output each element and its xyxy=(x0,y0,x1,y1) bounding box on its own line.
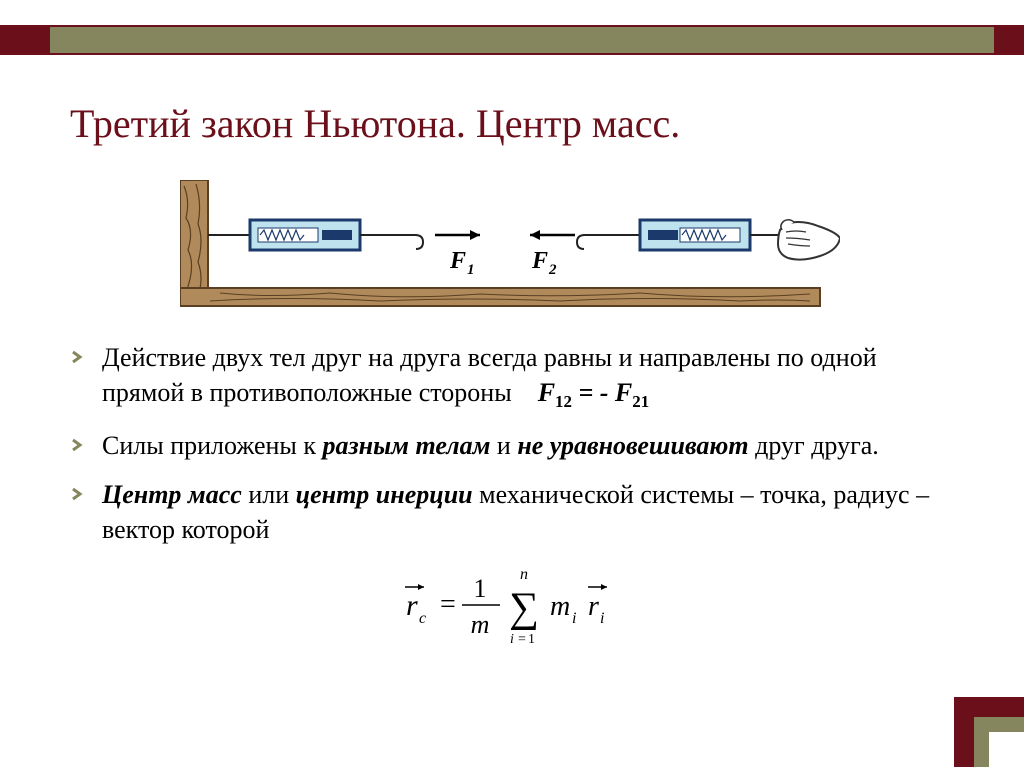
header-bar-right xyxy=(994,25,1024,55)
corner-decoration xyxy=(954,697,1024,767)
svg-text:n: n xyxy=(520,566,528,583)
svg-text:=: = xyxy=(518,632,526,647)
force-f2-arrow xyxy=(530,230,575,240)
svg-text:1: 1 xyxy=(474,574,487,603)
floor-icon xyxy=(180,288,820,306)
svg-text:∑: ∑ xyxy=(509,585,539,631)
header-bar xyxy=(0,25,1024,55)
chevron-right-icon xyxy=(70,428,102,452)
svg-text:r: r xyxy=(588,591,599,622)
svg-text:r: r xyxy=(406,589,418,622)
svg-text:m: m xyxy=(550,591,570,622)
center-of-mass-formula: r c = 1 m n ∑ i = 1 m i r xyxy=(70,561,954,656)
slide-title: Третий закон Ньютона. Центр масс. xyxy=(70,100,954,147)
f2-label: F xyxy=(531,248,548,274)
header-bar-left xyxy=(0,25,50,55)
force-f1-arrow xyxy=(435,230,480,240)
wall-icon xyxy=(180,180,208,300)
bullet-text: Действие двух тел друг на друга всегда р… xyxy=(102,340,954,414)
hand-icon xyxy=(778,220,840,260)
newton-third-law-diagram: F1 F2 xyxy=(180,180,840,310)
svg-text:i: i xyxy=(600,610,604,627)
svg-text:c: c xyxy=(419,610,426,627)
list-item: Силы приложены к разным телам и не уравн… xyxy=(70,428,954,463)
bullet-text: Силы приложены к разным телам и не уравн… xyxy=(102,428,954,463)
bullet-text: Центр масс или центр инерции механическо… xyxy=(102,477,954,547)
chevron-right-icon xyxy=(70,477,102,501)
svg-text:=: = xyxy=(440,589,456,620)
svg-text:i: i xyxy=(510,632,514,647)
chevron-right-icon xyxy=(70,340,102,364)
bullet-list: Действие двух тел друг на друга всегда р… xyxy=(70,340,954,656)
svg-text:F2: F2 xyxy=(531,248,557,278)
svg-text:F1: F1 xyxy=(449,248,475,278)
left-dynamometer-icon xyxy=(250,220,360,250)
f1-label: F xyxy=(449,248,466,274)
svg-text:1: 1 xyxy=(528,632,535,647)
right-dynamometer-icon xyxy=(640,220,750,250)
list-item: Действие двух тел друг на друга всегда р… xyxy=(70,340,954,414)
svg-text:m: m xyxy=(471,610,490,639)
list-item: Центр масс или центр инерции механическо… xyxy=(70,477,954,547)
svg-text:i: i xyxy=(572,610,576,627)
header-bar-mid xyxy=(50,25,994,55)
